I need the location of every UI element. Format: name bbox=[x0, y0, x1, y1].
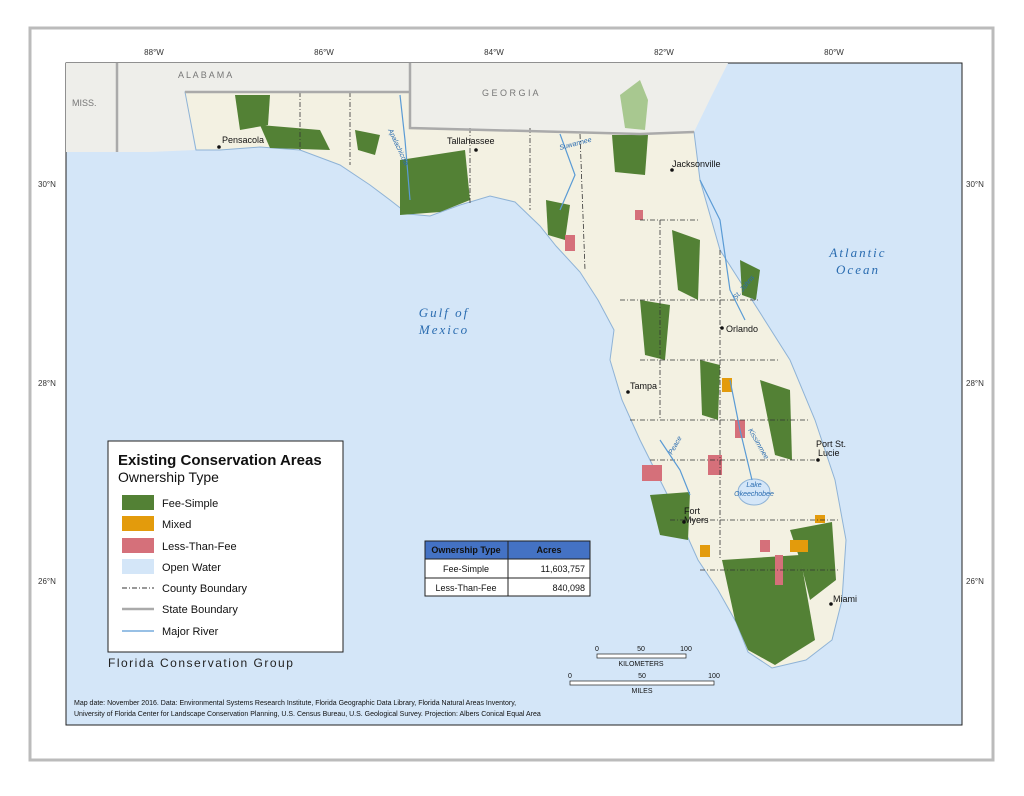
state-label: G E O R G I A bbox=[482, 88, 539, 98]
legend-swatch bbox=[122, 559, 154, 574]
credit: Florida Conservation Group bbox=[108, 656, 294, 670]
table-cell: Fee-Simple bbox=[443, 564, 489, 574]
table-cell: 11,603,757 bbox=[541, 564, 585, 574]
table-header-cell: Ownership Type bbox=[431, 545, 500, 555]
scale-tick: 0 bbox=[568, 673, 572, 680]
legend-title: Existing Conservation Areas bbox=[118, 452, 322, 469]
acres-table: Ownership Type Acres Fee-Simple 11,603,7… bbox=[424, 540, 591, 597]
water-label: Lake bbox=[746, 482, 761, 489]
legend-subtitle: Ownership Type bbox=[118, 469, 219, 485]
city-label: Pensacola bbox=[222, 135, 264, 145]
city-label: Tampa bbox=[630, 381, 657, 391]
legend: Existing Conservation Areas Ownership Ty… bbox=[107, 440, 344, 653]
water-label: Okeechobee bbox=[734, 491, 774, 498]
legend-item: County Boundary bbox=[162, 583, 247, 595]
legend-item: State Boundary bbox=[162, 604, 238, 616]
latitude-label: 26°N bbox=[38, 577, 56, 586]
longitude-label: 86°W bbox=[314, 48, 334, 57]
longitude-label: 84°W bbox=[484, 48, 504, 57]
longitude-label: 82°W bbox=[654, 48, 674, 57]
water-label: Atlantic bbox=[828, 245, 886, 260]
city-label: Fort bbox=[684, 506, 701, 516]
longitude-label: 80°W bbox=[824, 48, 844, 57]
water-label: Ocean bbox=[836, 262, 880, 277]
city-label: Miami bbox=[833, 594, 857, 604]
city-label: Myers bbox=[684, 515, 709, 525]
georgia-conservation bbox=[620, 80, 648, 130]
table-header-cell: Acres bbox=[536, 545, 561, 555]
fee-simple-areas bbox=[235, 95, 836, 665]
city-label: Orlando bbox=[726, 324, 758, 334]
city-label: Port St. bbox=[816, 439, 846, 449]
neighbor-land bbox=[66, 63, 728, 152]
state-boundaries bbox=[115, 63, 695, 152]
scale-tick: 50 bbox=[637, 646, 645, 653]
scale-bars: 0 50 100 KILOMETERS 0 50 100 MILES bbox=[568, 646, 720, 695]
note: Map date: November 2016. Data: Environme… bbox=[74, 700, 516, 707]
legend-item: Less-Than-Fee bbox=[162, 541, 237, 553]
lake-okeechobee bbox=[737, 478, 771, 506]
major-rivers bbox=[399, 94, 753, 496]
state-label: A L A B A M A bbox=[178, 70, 232, 80]
table-cell: 840,098 bbox=[552, 583, 585, 593]
state-label: MISS. bbox=[72, 98, 97, 108]
mixed-areas bbox=[700, 378, 825, 557]
note: University of Florida Center for Landsca… bbox=[74, 711, 541, 718]
county-boundaries bbox=[299, 92, 840, 571]
city-label: Lucie bbox=[818, 448, 840, 458]
legend-item: Open Water bbox=[162, 562, 221, 574]
latitude-label: 30°N bbox=[966, 180, 984, 189]
scale-label: KILOMETERS bbox=[618, 661, 663, 668]
water-label: Gulf of bbox=[419, 305, 470, 320]
latitude-label: 26°N bbox=[966, 577, 984, 586]
legend-swatch bbox=[122, 516, 154, 531]
latitude-label: 28°N bbox=[38, 379, 56, 388]
legend-item: Major River bbox=[162, 626, 219, 638]
latitude-label: 28°N bbox=[966, 379, 984, 388]
latitude-label: 30°N bbox=[38, 180, 56, 189]
scale-tick: 100 bbox=[708, 673, 720, 680]
scale-tick: 0 bbox=[595, 646, 599, 653]
legend-swatch bbox=[122, 495, 154, 510]
table-cell: Less-Than-Fee bbox=[435, 583, 496, 593]
longitude-label: 88°W bbox=[144, 48, 164, 57]
city-label: Tallahassee bbox=[447, 136, 495, 146]
outer-frame bbox=[28, 26, 995, 762]
legend-item: Fee-Simple bbox=[162, 498, 218, 510]
scale-tick: 50 bbox=[638, 673, 646, 680]
city-label: Jacksonville bbox=[672, 159, 721, 169]
scale-tick: 100 bbox=[680, 646, 692, 653]
cities: Pensacola Tallahassee Jacksonville Orlan… bbox=[217, 135, 857, 606]
water-label: Mexico bbox=[418, 322, 469, 337]
scale-label: MILES bbox=[631, 688, 652, 695]
legend-item: Mixed bbox=[162, 519, 191, 531]
legend-swatch bbox=[122, 538, 154, 553]
